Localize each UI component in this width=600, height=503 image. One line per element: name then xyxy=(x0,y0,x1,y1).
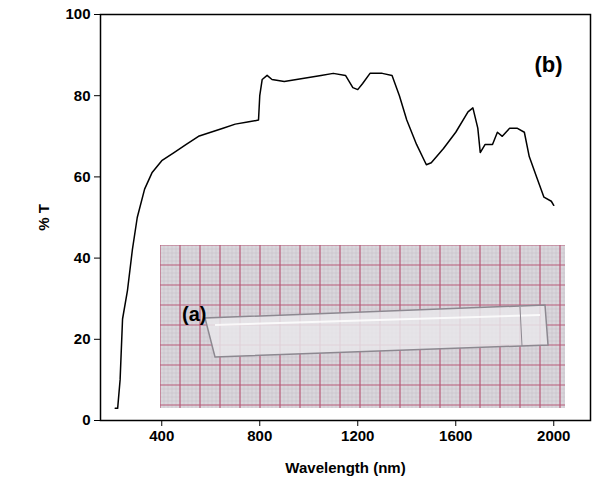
svg-text:1600: 1600 xyxy=(439,427,472,444)
svg-text:2000: 2000 xyxy=(537,427,570,444)
svg-text:(b): (b) xyxy=(534,52,562,77)
svg-text:40: 40 xyxy=(74,249,91,266)
svg-text:80: 80 xyxy=(74,87,91,104)
svg-text:100: 100 xyxy=(65,5,90,22)
svg-text:400: 400 xyxy=(149,427,174,444)
svg-text:800: 800 xyxy=(247,427,272,444)
svg-text:20: 20 xyxy=(74,330,91,347)
html-text:(a): (a) xyxy=(182,303,207,325)
svg-text:Wavelength (nm): Wavelength (nm) xyxy=(285,459,405,476)
svg-text:60: 60 xyxy=(74,168,91,185)
svg-text:0: 0 xyxy=(82,411,90,428)
svg-text:% T: % T xyxy=(35,204,52,231)
svg-text:1200: 1200 xyxy=(341,427,374,444)
